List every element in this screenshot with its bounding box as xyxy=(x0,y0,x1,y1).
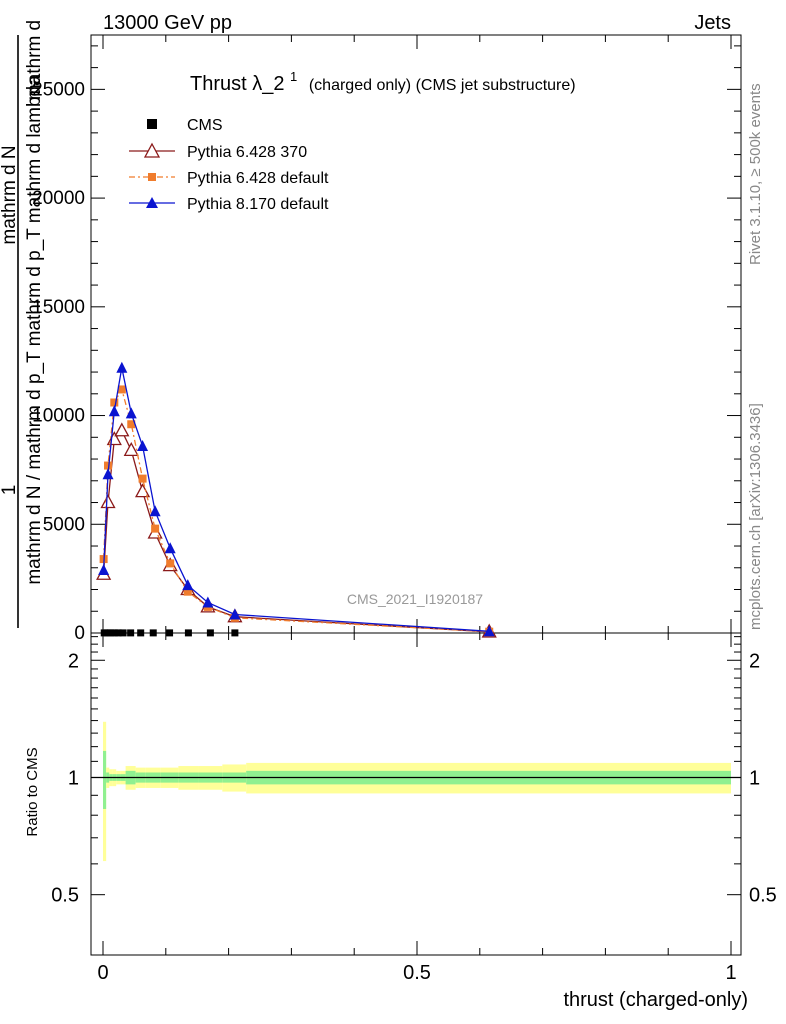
point-cms xyxy=(114,629,122,637)
point-py8 xyxy=(149,505,161,517)
title-main: Thrust λ_2 xyxy=(190,73,284,95)
legend-label-cms: CMS xyxy=(187,117,223,134)
header-right: Jets xyxy=(694,12,731,34)
point-py8 xyxy=(202,596,214,608)
point-py8 xyxy=(116,361,128,373)
title-suffix: (charged only) (CMS jet substructure) xyxy=(309,77,576,94)
ratio-xtick-label: 1 xyxy=(725,962,736,984)
point-py6-370 xyxy=(100,494,116,509)
main-ytick-label: 20000 xyxy=(32,188,85,209)
legend-item-cms: CMS xyxy=(147,117,223,134)
point-py6-default xyxy=(151,524,160,533)
point-py8 xyxy=(108,405,120,417)
series-py8 xyxy=(98,361,495,637)
x-axis-label: thrust (charged-only) xyxy=(563,989,748,1011)
point-py8 xyxy=(137,439,149,451)
ratio-ylabel: Ratio to CMS xyxy=(24,747,41,836)
analysis-watermark: CMS_2021_I1920187 xyxy=(347,591,483,607)
ratio-xtick-label: 0.5 xyxy=(403,962,431,984)
point-py6-default xyxy=(183,587,192,596)
point-py8 xyxy=(229,608,241,620)
main-ticks: 0 5000 10000 15000 20000 25000 xyxy=(32,35,741,644)
ratio-ticks: 0.5 0.5 1 1 2 2 0 0.5 1 xyxy=(51,633,777,984)
point-cms xyxy=(119,629,127,637)
point-cms xyxy=(166,629,174,637)
point-py6-default xyxy=(110,398,119,407)
legend-item-py6-default: Pythia 6.428 default xyxy=(129,170,329,187)
point-py6-default xyxy=(104,461,113,470)
point-cms xyxy=(206,629,214,637)
legend-marker-py6-370 xyxy=(143,142,161,158)
series-line-py6-default xyxy=(102,387,490,633)
series-line-py8 xyxy=(102,367,490,632)
point-cms xyxy=(137,629,145,637)
legend-label-py8: Pythia 8.170 default xyxy=(187,196,329,213)
main-ylabel: 1 mathrm d N / mathrm d p_T mathrm d p_T… xyxy=(0,20,45,628)
ratio-frame xyxy=(90,632,742,956)
ylabel-denominator: mathrm d N / mathrm d p_T mathrm d p_T m… xyxy=(24,75,45,585)
ratio-xtick-label: 0 xyxy=(97,962,108,984)
chart-title: Thrust λ_2 1 (charged only) (CMS jet sub… xyxy=(190,64,576,95)
series-layer xyxy=(96,361,497,638)
main-ytick-label: 0 xyxy=(74,623,85,644)
point-py8 xyxy=(164,542,176,554)
legend-label-py6-370: Pythia 6.428 370 xyxy=(187,144,307,161)
point-py6-370 xyxy=(123,441,139,456)
ratio-ytick-label-right: 0.5 xyxy=(749,885,777,907)
legend-marker-py8 xyxy=(146,197,158,208)
main-ytick-label: 10000 xyxy=(32,406,85,427)
legend-item-py6-370: Pythia 6.428 370 xyxy=(129,142,307,161)
ratio-bands xyxy=(91,721,741,862)
point-cms xyxy=(110,629,118,637)
point-py6-default xyxy=(127,420,136,429)
title-superscript: 1 xyxy=(290,69,297,84)
ratio-ytick-label: 0.5 xyxy=(51,885,79,907)
point-py8 xyxy=(98,563,110,575)
point-py6-default xyxy=(138,474,147,483)
point-cms xyxy=(149,629,157,637)
main-ytick-label: 5000 xyxy=(43,514,85,535)
ratio-ytick-label-right: 1 xyxy=(749,767,760,789)
legend-label-py6-default: Pythia 6.428 default xyxy=(187,170,329,187)
mcplots-label: mcplots.cern.ch [arXiv:1306.3436] xyxy=(747,403,764,630)
point-cms xyxy=(184,629,192,637)
point-py6-default xyxy=(117,385,126,394)
main-ytick-label: 25000 xyxy=(32,79,85,100)
ratio-ytick-label: 1 xyxy=(68,767,79,789)
ratio-band-inner xyxy=(103,750,107,809)
point-py8 xyxy=(102,468,114,480)
ylabel-top: mathrm d xyxy=(24,20,45,100)
ylabel-numerator: mathrm d N xyxy=(0,145,20,244)
ratio-ytick-label: 2 xyxy=(68,650,79,672)
point-cms xyxy=(231,629,239,637)
rivet-label: Rivet 3.1.10, ≥ 500k events xyxy=(747,83,764,265)
point-py6-370 xyxy=(114,422,130,437)
point-cms xyxy=(107,629,115,637)
legend-marker-cms xyxy=(147,119,157,129)
ratio-ytick-label-right: 2 xyxy=(749,650,760,672)
series-cms xyxy=(100,629,239,637)
legend-marker-py6-default xyxy=(148,173,156,181)
point-py8 xyxy=(483,625,495,637)
ylabel-one: 1 xyxy=(0,485,20,496)
legend-item-py8: Pythia 8.170 default xyxy=(129,196,329,213)
point-py8 xyxy=(125,407,137,419)
legend: CMS Pythia 6.428 370 Pythia 6.428 defaul… xyxy=(129,117,329,213)
header-left: 13000 GeV pp xyxy=(103,12,232,34)
point-py6-default xyxy=(166,559,175,568)
point-cms xyxy=(127,629,135,637)
main-ytick-label: 15000 xyxy=(32,297,85,318)
point-py8 xyxy=(182,579,194,591)
